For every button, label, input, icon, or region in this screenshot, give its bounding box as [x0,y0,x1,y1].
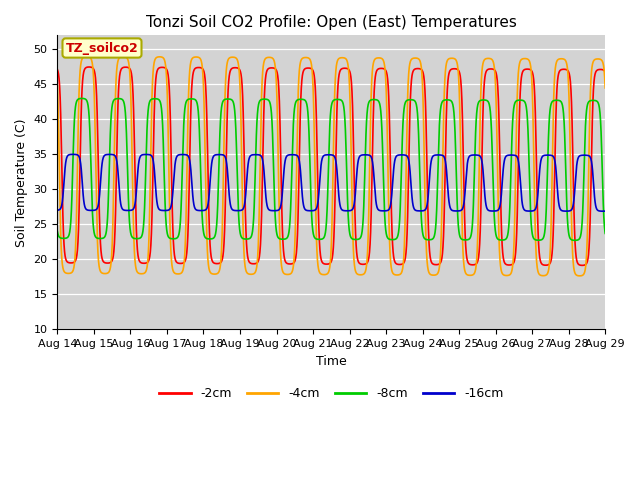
Text: TZ_soilco2: TZ_soilco2 [66,41,138,55]
Title: Tonzi Soil CO2 Profile: Open (East) Temperatures: Tonzi Soil CO2 Profile: Open (East) Temp… [146,15,516,30]
Legend: -2cm, -4cm, -8cm, -16cm: -2cm, -4cm, -8cm, -16cm [154,383,508,406]
Y-axis label: Soil Temperature (C): Soil Temperature (C) [15,118,28,247]
X-axis label: Time: Time [316,355,347,368]
